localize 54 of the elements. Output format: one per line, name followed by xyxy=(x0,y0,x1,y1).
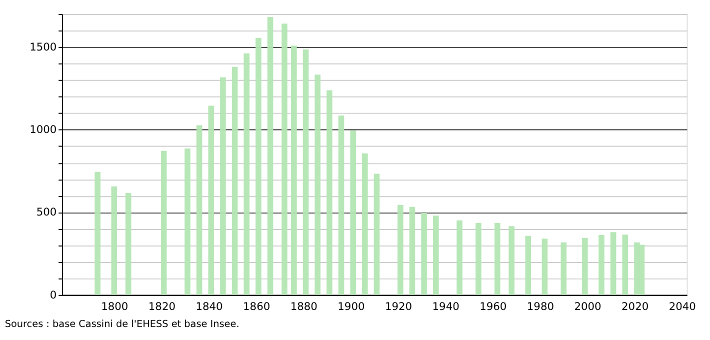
bar xyxy=(560,242,567,295)
x-tick-label: 1920 xyxy=(384,300,412,313)
bar xyxy=(508,226,514,295)
y-tick-label: 1500 xyxy=(30,40,57,54)
bar xyxy=(291,46,297,295)
bar xyxy=(421,212,427,295)
x-tick-label: 2020 xyxy=(622,300,649,313)
bar xyxy=(494,223,500,295)
x-tick-label: 1980 xyxy=(526,300,554,313)
bar xyxy=(622,234,628,295)
bar xyxy=(184,148,190,295)
y-tick-label: 0 xyxy=(50,288,57,302)
x-tick-label: 1840 xyxy=(196,300,224,313)
bar xyxy=(350,130,356,295)
bar xyxy=(196,125,202,295)
bar xyxy=(374,174,380,295)
x-tick-label: 2040 xyxy=(668,300,696,313)
bar xyxy=(267,16,274,295)
bar xyxy=(282,24,288,295)
x-tick-label: 1800 xyxy=(101,300,128,313)
y-tick-label: 500 xyxy=(36,206,57,219)
x-tick-label: 1960 xyxy=(480,300,507,313)
bar xyxy=(326,90,332,295)
x-tick-label: 1900 xyxy=(338,300,365,313)
bar xyxy=(456,220,462,295)
bar xyxy=(111,186,118,295)
bar xyxy=(397,204,404,295)
bar xyxy=(610,232,616,295)
bar xyxy=(208,106,214,295)
bar xyxy=(244,53,250,295)
bar xyxy=(220,77,226,295)
y-tick-label: 1000 xyxy=(30,123,57,136)
bar xyxy=(598,234,604,295)
bar xyxy=(409,206,416,295)
bar xyxy=(338,115,344,295)
x-tick-label: 1820 xyxy=(148,300,176,313)
bar xyxy=(232,66,238,295)
bar xyxy=(432,216,439,295)
x-tick-label: 1880 xyxy=(290,300,318,313)
bar xyxy=(160,150,167,295)
bar xyxy=(542,238,548,295)
bar xyxy=(525,236,532,295)
bar xyxy=(362,153,368,295)
bar xyxy=(582,238,588,295)
bar xyxy=(476,223,482,295)
x-tick-label: 1860 xyxy=(243,300,270,313)
bar xyxy=(314,74,320,295)
source-note: Sources : base Cassini de l'EHESS et base Insee. xyxy=(4,318,240,330)
bar xyxy=(94,172,100,295)
x-tick-label: 2000 xyxy=(574,300,602,313)
bar xyxy=(302,49,309,295)
bar xyxy=(256,38,262,295)
x-tick-label: 1940 xyxy=(432,300,460,313)
bar xyxy=(125,192,132,295)
